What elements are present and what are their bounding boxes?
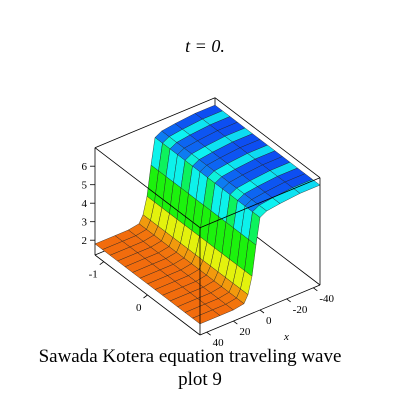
z-tick-label: 3: [82, 217, 88, 229]
x-tick: [259, 309, 265, 314]
x-tick-label: 0: [266, 315, 272, 327]
x-tick-label: -20: [293, 304, 308, 316]
z-tick-label: 5: [82, 180, 88, 192]
y-tick-label: 0: [136, 302, 142, 314]
box-edge: [94, 147, 201, 229]
x-tick: [206, 331, 211, 336]
x-tick-label: -40: [319, 293, 334, 305]
y-tick-label: -1: [89, 269, 98, 281]
caption-line: Sawada Kotera equation traveling wave: [39, 346, 342, 367]
x-axis-label: x: [283, 331, 289, 343]
x-tick: [313, 287, 318, 292]
box-edge: [199, 177, 321, 229]
x-tick: [233, 320, 238, 325]
x-tick-label: 20: [239, 326, 251, 338]
x-tick-label: 40: [213, 337, 225, 349]
box-edge: [94, 97, 216, 149]
z-tick-label: 6: [82, 161, 88, 173]
box-edge: [214, 97, 321, 179]
x-tick: [286, 298, 291, 303]
z-tick-label: 2: [82, 235, 88, 247]
caption-line: plot 9: [178, 369, 222, 390]
z-tick-label: 4: [82, 198, 88, 210]
chart-title: t = 0.: [185, 36, 225, 56]
y-tick: [143, 294, 148, 299]
y-tick: [99, 261, 104, 265]
